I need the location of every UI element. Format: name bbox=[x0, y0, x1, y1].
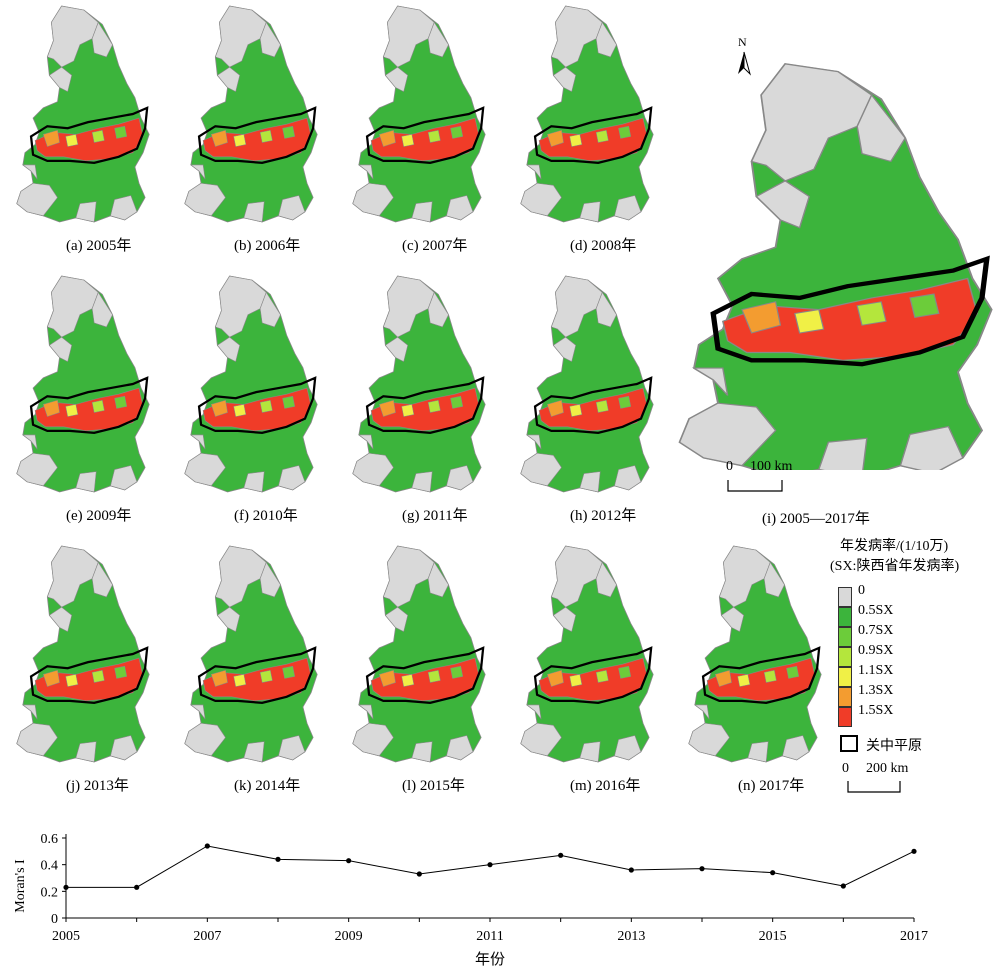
chart-ylabel: Moran's I bbox=[13, 859, 28, 913]
moran-point bbox=[487, 862, 493, 868]
x-tick-label: 2007 bbox=[193, 929, 221, 944]
legend-item-label: 0.5SX bbox=[858, 603, 894, 618]
legend-item-label: 1.1SX bbox=[858, 663, 894, 678]
legend-item-label: 1.5SX bbox=[858, 703, 894, 718]
small-map bbox=[508, 4, 668, 224]
small-map bbox=[4, 4, 164, 224]
legend-scale-value: 200 km bbox=[866, 761, 909, 776]
moran-point bbox=[63, 884, 69, 890]
legend-item-label: 0 bbox=[858, 583, 865, 598]
small-map bbox=[4, 274, 164, 494]
north-arrow-icon bbox=[738, 51, 751, 76]
legend-title-line2: (SX:陕西省年发病率) bbox=[830, 559, 960, 574]
legend-scale-zero: 0 bbox=[842, 761, 849, 776]
moran-point bbox=[346, 858, 352, 864]
boundary-swatch bbox=[840, 735, 858, 752]
y-tick-label: 0.6 bbox=[41, 832, 59, 847]
small-map bbox=[172, 4, 332, 224]
legend-swatch bbox=[838, 587, 852, 607]
moran-point bbox=[275, 856, 281, 862]
legend-swatch bbox=[838, 707, 852, 727]
small-map bbox=[676, 544, 836, 764]
small-map-caption: (h) 2012年 bbox=[570, 508, 637, 524]
legend-item-label: 0.9SX bbox=[858, 643, 894, 658]
large-map-scale-zero: 0 bbox=[726, 459, 733, 474]
moran-point bbox=[134, 884, 140, 890]
small-map bbox=[340, 544, 500, 764]
small-map-caption: (n) 2017年 bbox=[738, 778, 805, 794]
x-tick-label: 2009 bbox=[335, 929, 363, 944]
small-map bbox=[340, 4, 500, 224]
small-map-caption: (a) 2005年 bbox=[66, 238, 132, 254]
small-map-caption: (j) 2013年 bbox=[66, 778, 129, 794]
moran-point bbox=[911, 848, 917, 854]
legend-item-label: 1.3SX bbox=[858, 683, 894, 698]
small-map bbox=[508, 544, 668, 764]
legend-swatch bbox=[838, 667, 852, 687]
small-map-caption: (d) 2008年 bbox=[570, 238, 637, 254]
y-tick-label: 0.2 bbox=[41, 885, 59, 900]
legend-swatch bbox=[838, 687, 852, 707]
moran-point bbox=[416, 871, 422, 877]
small-map-caption: (e) 2009年 bbox=[66, 508, 132, 524]
small-map bbox=[4, 544, 164, 764]
moran-point bbox=[770, 870, 776, 876]
moran-point bbox=[840, 883, 846, 889]
small-map-caption: (k) 2014年 bbox=[234, 778, 301, 794]
legend-title-line1: 年发病率/(1/10万) bbox=[840, 539, 949, 554]
small-map-caption: (g) 2011年 bbox=[402, 508, 468, 524]
boundary-label: 关中平原 bbox=[866, 739, 922, 754]
y-tick-label: 0 bbox=[51, 912, 58, 927]
small-map-caption: (l) 2015年 bbox=[402, 778, 465, 794]
large-map-scale-value: 100 km bbox=[750, 459, 793, 474]
x-tick-label: 2015 bbox=[759, 929, 787, 944]
large-map-scale-bar-icon bbox=[727, 480, 783, 492]
legend-swatch bbox=[838, 627, 852, 647]
small-map bbox=[172, 274, 332, 494]
legend-swatch bbox=[838, 647, 852, 667]
large-map-caption: (i) 2005—2017年 bbox=[762, 511, 870, 527]
small-map bbox=[172, 544, 332, 764]
x-tick-label: 2017 bbox=[900, 929, 928, 944]
small-map-caption: (f) 2010年 bbox=[234, 508, 298, 524]
moran-chart: 0 0.2 0.4 0.6 2005 2007 2009 2011 2013 2015 2017 M… bbox=[13, 832, 928, 968]
legend-item-label: 0.7SX bbox=[858, 623, 894, 638]
x-tick-label: 2011 bbox=[476, 929, 503, 944]
small-map-caption: (c) 2007年 bbox=[402, 238, 468, 254]
y-tick-label: 0.4 bbox=[41, 859, 59, 874]
moran-point bbox=[558, 852, 564, 858]
chart-xlabel: 年份 bbox=[475, 951, 505, 968]
x-tick-label: 2013 bbox=[617, 929, 645, 944]
small-map-caption: (m) 2016年 bbox=[570, 778, 641, 794]
large-map: N bbox=[670, 30, 1000, 491]
small-map bbox=[340, 274, 500, 494]
moran-point bbox=[204, 843, 210, 849]
small-map-caption: (b) 2006年 bbox=[234, 238, 301, 254]
moran-point bbox=[628, 867, 634, 873]
small-map bbox=[508, 274, 668, 494]
legend-scale-bar-icon bbox=[847, 781, 901, 793]
x-tick-label: 2005 bbox=[52, 929, 80, 944]
moran-point bbox=[699, 866, 705, 872]
north-label: N bbox=[738, 35, 747, 49]
legend-swatch bbox=[838, 607, 852, 627]
